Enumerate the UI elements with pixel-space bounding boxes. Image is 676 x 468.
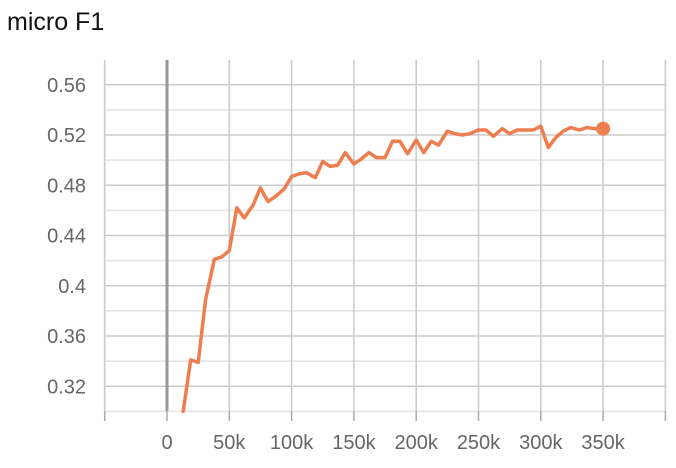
chart-title: micro F1 xyxy=(7,8,105,36)
y-tick-label: 0.48 xyxy=(47,175,86,197)
x-tick-label: 0 xyxy=(161,432,172,454)
y-tick-label: 0.4 xyxy=(58,276,86,298)
x-tick-label: 150k xyxy=(332,432,376,454)
x-tick-label: 200k xyxy=(395,432,439,454)
series-layer xyxy=(181,121,611,414)
series-line xyxy=(181,124,605,414)
y-tick-label: 0.56 xyxy=(47,75,86,97)
x-axis-ticks xyxy=(103,411,667,421)
x-axis-tick-labels: 0 50k 100k 150k 200k 250k 300k 350k xyxy=(161,432,625,454)
y-tick-label: 0.32 xyxy=(47,376,86,398)
y-axis-tick-labels: 0.32 0.36 0.4 0.44 0.48 0.52 0.56 xyxy=(47,75,86,399)
x-tick-label: 250k xyxy=(457,432,501,454)
x-tick-label: 350k xyxy=(581,432,625,454)
x-tick-label: 300k xyxy=(519,432,563,454)
y-tick-label: 0.44 xyxy=(47,226,86,248)
y-tick-label: 0.36 xyxy=(47,326,86,348)
x-tick-label: 50k xyxy=(213,432,246,454)
major-gridlines xyxy=(103,60,667,411)
x-tick-label: 100k xyxy=(270,432,314,454)
series-endpoint-marker xyxy=(596,121,611,136)
y-tick-label: 0.52 xyxy=(47,125,86,147)
